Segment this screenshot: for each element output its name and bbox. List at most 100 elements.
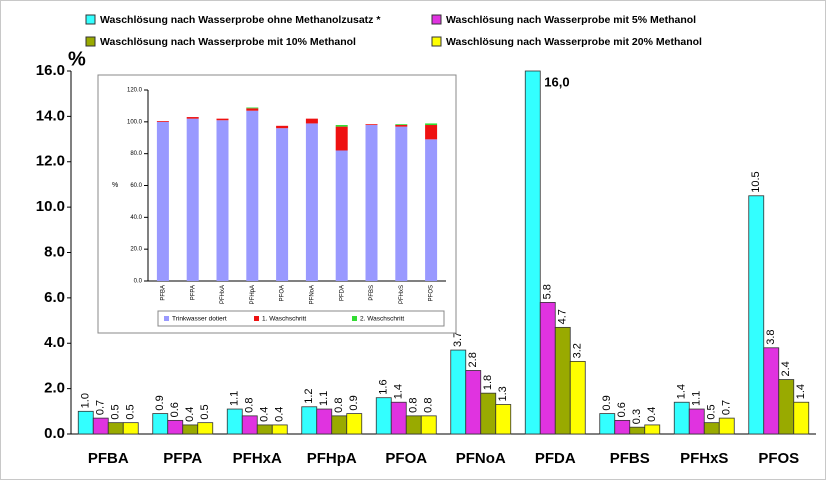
bar-segment <box>335 126 348 151</box>
bar <box>92 417 109 435</box>
bar-segment <box>216 118 229 121</box>
bar <box>182 424 199 435</box>
bar <box>301 406 318 435</box>
x-tick-label: PFOA <box>385 450 427 467</box>
bar <box>495 404 512 435</box>
bar <box>167 419 184 435</box>
bar-segment <box>335 150 348 281</box>
y-tick-label: 4.0 <box>44 334 65 351</box>
value-label: 1.1 <box>318 391 330 406</box>
value-label: 0.8 <box>333 398 345 413</box>
legend-label: 1. Waschschritt <box>262 316 306 323</box>
bar <box>107 422 124 435</box>
bar-segment <box>186 117 199 119</box>
bar <box>241 415 258 435</box>
legend-swatch <box>164 316 169 321</box>
bar-segment <box>365 124 378 126</box>
bar <box>271 424 288 435</box>
y-tick-label: 120.0 <box>127 88 143 94</box>
x-tick-label: PFHxS <box>680 450 728 467</box>
bar-segment <box>246 110 259 281</box>
value-label: 2.4 <box>780 361 792 376</box>
x-tick-label: PFBA <box>88 450 129 467</box>
inset-legend-frame <box>157 310 445 327</box>
value-label: 0.9 <box>601 395 613 410</box>
bar <box>599 413 616 435</box>
bar <box>539 302 556 435</box>
value-label: 4.7 <box>557 309 569 324</box>
bar-segment <box>425 123 438 126</box>
bar <box>331 415 348 435</box>
x-tick-label: PFNoA <box>456 450 506 467</box>
bar-segment <box>395 125 408 127</box>
value-label: 0.9 <box>348 395 360 410</box>
bar <box>405 415 422 435</box>
y-tick-label: 60.0 <box>130 183 142 189</box>
bar <box>197 422 214 435</box>
value-label: 0.6 <box>616 402 628 417</box>
bar-segment <box>425 125 438 140</box>
bar <box>480 392 497 435</box>
value-label: 3.7 <box>452 332 464 347</box>
bar <box>703 422 720 435</box>
value-label: 0.7 <box>721 400 733 415</box>
value-label: 1.1 <box>691 391 703 406</box>
value-label: 0.8 <box>408 398 420 413</box>
x-tick-label: PFOA <box>280 285 286 301</box>
y-tick-label: 12.0 <box>36 153 65 170</box>
value-label: 0.3 <box>631 409 643 424</box>
value-label: 0.5 <box>706 404 718 419</box>
value-label: 1.4 <box>795 384 807 399</box>
legend-label: Waschlösung nach Wasserprobe mit 10% Met… <box>100 36 356 48</box>
x-tick-label: PFHpA <box>307 450 357 467</box>
legend-swatch <box>431 36 442 47</box>
value-label: 1.0 <box>80 393 92 408</box>
bar-segment <box>335 125 348 127</box>
value-label: 5.8 <box>542 284 554 299</box>
legend-swatch <box>254 316 259 321</box>
x-tick-label: PFHxA <box>220 285 226 304</box>
value-label: 0.5 <box>125 404 137 419</box>
legend-label: Trinkwasser dotiert <box>172 316 227 323</box>
x-tick-label: PFDA <box>339 285 345 301</box>
y-tick-label: 80.0 <box>130 151 142 157</box>
value-label: 1.3 <box>497 386 509 401</box>
y-tick-label: 10.0 <box>36 198 65 215</box>
value-label: 0.4 <box>184 407 196 422</box>
value-label: 0.6 <box>169 402 181 417</box>
bar <box>793 401 810 435</box>
bar <box>778 379 795 435</box>
legend-swatch <box>85 14 96 25</box>
legend-swatch <box>352 316 357 321</box>
bar-segment <box>276 125 289 129</box>
legend-label: Waschlösung nach Wasserprobe mit 5% Meth… <box>446 14 696 26</box>
bar <box>569 360 586 435</box>
value-label: 0.5 <box>199 404 211 419</box>
value-label: 1.1 <box>229 391 241 406</box>
legend-label: 2. Waschschritt <box>360 316 404 323</box>
value-label: 3.2 <box>572 343 584 358</box>
legend-label: Waschlösung nach Wasserprobe mit 20% Met… <box>446 36 702 48</box>
bar-segment <box>365 125 378 282</box>
y-tick-label: 6.0 <box>44 289 65 306</box>
bar <box>763 347 780 435</box>
bar-segment <box>216 120 229 281</box>
bar <box>316 408 333 435</box>
x-tick-label: PFHxA <box>233 450 282 467</box>
value-label: 1.6 <box>378 379 390 394</box>
x-tick-label: PFDA <box>535 450 576 467</box>
x-tick-label: PFNoA <box>309 285 315 304</box>
value-label: 0.9 <box>154 395 166 410</box>
bar <box>256 424 273 435</box>
value-label: 3.8 <box>765 329 777 344</box>
bar-segment <box>276 128 289 281</box>
y-tick-label: 40.0 <box>130 215 142 221</box>
x-tick-label: PFBS <box>369 285 375 301</box>
value-label: 1.4 <box>676 384 688 399</box>
value-label: 1.2 <box>303 388 315 403</box>
x-tick-label: PFBS <box>610 450 650 467</box>
legend-swatch <box>431 14 442 25</box>
bar <box>614 419 631 435</box>
bar <box>718 417 735 435</box>
